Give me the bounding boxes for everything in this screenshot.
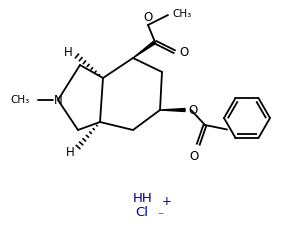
Text: HH: HH bbox=[133, 191, 153, 204]
Text: O: O bbox=[179, 46, 188, 59]
Text: Cl: Cl bbox=[135, 206, 148, 219]
Text: O: O bbox=[188, 104, 197, 117]
Text: O: O bbox=[189, 150, 199, 163]
Text: H: H bbox=[66, 145, 75, 158]
Text: H: H bbox=[64, 46, 73, 59]
Text: O: O bbox=[144, 11, 153, 24]
Text: +: + bbox=[162, 195, 172, 208]
Polygon shape bbox=[160, 108, 185, 111]
Text: CH₃: CH₃ bbox=[11, 95, 30, 105]
Polygon shape bbox=[133, 41, 156, 58]
Text: N: N bbox=[54, 93, 62, 107]
Text: ⁻: ⁻ bbox=[157, 210, 163, 223]
Text: CH₃: CH₃ bbox=[172, 9, 191, 19]
